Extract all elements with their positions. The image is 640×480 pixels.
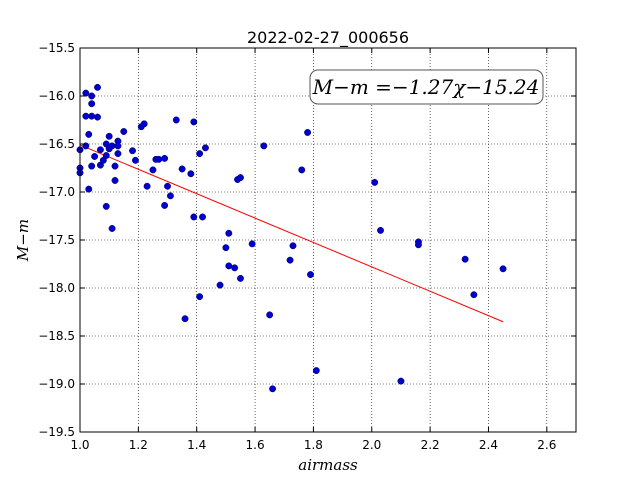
data-point — [414, 241, 422, 249]
y-tick-label: −18.0 — [38, 281, 75, 295]
data-point — [85, 185, 93, 193]
data-point — [237, 174, 244, 182]
data-point — [82, 112, 90, 120]
y-axis-label: M−m — [14, 219, 32, 262]
x-tick-label: 1.2 — [129, 438, 148, 452]
y-tick-label: −17.0 — [38, 185, 75, 199]
x-tick-label: 1.4 — [187, 438, 206, 452]
data-point — [269, 385, 277, 393]
data-point — [289, 242, 297, 250]
data-point — [91, 153, 99, 160]
data-point — [266, 311, 274, 319]
x-axis-label: airmass — [298, 456, 358, 474]
data-point — [181, 315, 189, 323]
data-point — [131, 156, 139, 164]
data-point — [88, 112, 96, 120]
fit-line — [79, 144, 504, 323]
y-tick-label: −19.5 — [38, 425, 75, 439]
y-tick-label: −18.5 — [38, 329, 75, 343]
data-point — [307, 271, 314, 279]
data-point — [82, 89, 90, 97]
y-tick-label: −16.0 — [38, 89, 75, 103]
data-point — [88, 162, 96, 170]
data-point — [102, 152, 110, 159]
axis-ticks: 1.0 1.2 1.4 1.6 1.8 2.0 2.2 2.4 2.6 −15.5 −16.0 −16… — [38, 41, 576, 452]
x-tick-label: 2.2 — [421, 438, 440, 452]
fit-line-layer — [79, 144, 504, 323]
x-tick-label: 1.8 — [304, 438, 323, 452]
data-point — [190, 213, 198, 221]
data-point — [108, 225, 116, 232]
data-point — [248, 240, 256, 248]
data-point — [96, 146, 104, 154]
x-tick-label: 2.6 — [537, 438, 556, 452]
data-point — [461, 255, 469, 263]
data-point — [196, 150, 204, 158]
data-point — [286, 256, 294, 264]
y-tick-label: −16.5 — [38, 137, 75, 151]
data-point — [155, 155, 163, 163]
data-point — [111, 177, 119, 184]
data-point — [108, 142, 116, 150]
data-point — [102, 202, 110, 210]
data-point — [161, 154, 169, 162]
data-point — [397, 377, 405, 385]
data-point — [94, 83, 101, 91]
y-tick-label: −17.5 — [38, 233, 75, 247]
x-tick-label: 1.0 — [70, 438, 89, 452]
data-point — [377, 226, 384, 234]
x-tick-label: 2.0 — [362, 438, 381, 452]
data-point — [140, 120, 148, 128]
data-point — [237, 274, 244, 282]
data-point — [120, 128, 128, 135]
data-point — [114, 150, 122, 158]
data-point — [161, 201, 169, 209]
data-point — [85, 130, 93, 138]
data-point — [225, 229, 233, 237]
data-point — [216, 281, 224, 289]
data-point — [143, 182, 151, 190]
data-point — [88, 100, 96, 108]
x-tick-label: 1.6 — [246, 438, 265, 452]
data-point — [88, 92, 96, 100]
data-point — [222, 244, 230, 252]
data-point — [225, 262, 233, 270]
data-point — [172, 116, 180, 124]
data-point — [202, 144, 209, 152]
data-point — [298, 166, 306, 174]
y-tick-label: −19.0 — [38, 377, 75, 391]
data-point — [149, 166, 157, 174]
data-point — [164, 182, 171, 190]
data-point — [111, 162, 119, 170]
fit-annotation: M−m =−1.27χ−15.24 — [309, 69, 544, 105]
data-point — [190, 118, 198, 126]
data-point — [94, 113, 101, 121]
data-point — [166, 192, 174, 200]
data-point — [178, 165, 186, 173]
data-point — [371, 178, 379, 186]
data-point — [470, 291, 478, 299]
data-points — [76, 83, 507, 393]
data-point — [231, 264, 239, 272]
fit-equation-label: M−m =−1.27χ−15.24 — [312, 75, 540, 99]
data-point — [196, 293, 204, 301]
data-point — [187, 170, 195, 178]
data-point — [129, 147, 136, 155]
data-point — [105, 132, 113, 140]
annotation-box — [309, 69, 544, 105]
x-tick-label: 2.4 — [479, 438, 498, 452]
y-tick-label: −15.5 — [38, 41, 75, 55]
data-point — [312, 367, 320, 375]
data-point — [199, 213, 206, 221]
chart-title: 2022-02-27_000656 — [247, 28, 409, 48]
data-point — [304, 129, 312, 136]
data-point — [260, 142, 268, 150]
data-point — [114, 142, 122, 150]
data-point — [499, 265, 507, 273]
